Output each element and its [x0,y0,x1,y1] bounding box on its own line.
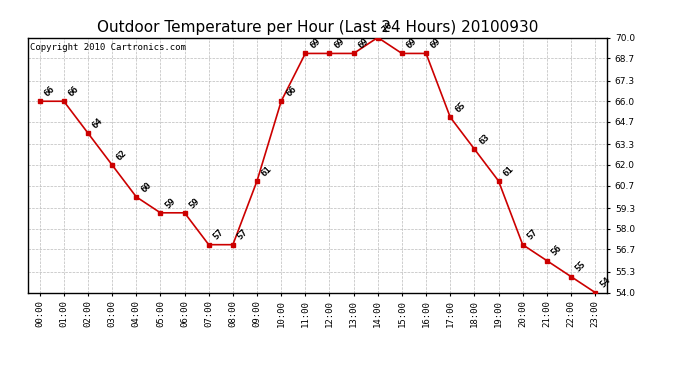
Text: 59: 59 [164,196,177,210]
Text: 56: 56 [550,244,564,258]
Text: 61: 61 [502,164,515,178]
Text: 69: 69 [357,37,371,51]
Text: 61: 61 [260,164,274,178]
Text: 59: 59 [188,196,201,210]
Text: Copyright 2010 Cartronics.com: Copyright 2010 Cartronics.com [30,43,186,52]
Text: 66: 66 [284,84,298,99]
Text: 66: 66 [67,84,81,99]
Text: 55: 55 [574,260,588,274]
Text: 57: 57 [526,228,540,242]
Text: 65: 65 [453,100,467,114]
Text: 60: 60 [139,180,153,194]
Text: 69: 69 [429,37,443,51]
Text: 62: 62 [115,148,129,162]
Text: 66: 66 [43,84,57,99]
Text: 63: 63 [477,132,491,146]
Text: 69: 69 [405,37,419,51]
Text: 57: 57 [236,228,250,242]
Text: 57: 57 [212,228,226,242]
Text: 70: 70 [381,21,395,35]
Text: 64: 64 [91,116,105,130]
Title: Outdoor Temperature per Hour (Last 24 Hours) 20100930: Outdoor Temperature per Hour (Last 24 Ho… [97,20,538,35]
Text: 69: 69 [333,37,346,51]
Text: 69: 69 [308,37,322,51]
Text: 54: 54 [598,276,612,290]
